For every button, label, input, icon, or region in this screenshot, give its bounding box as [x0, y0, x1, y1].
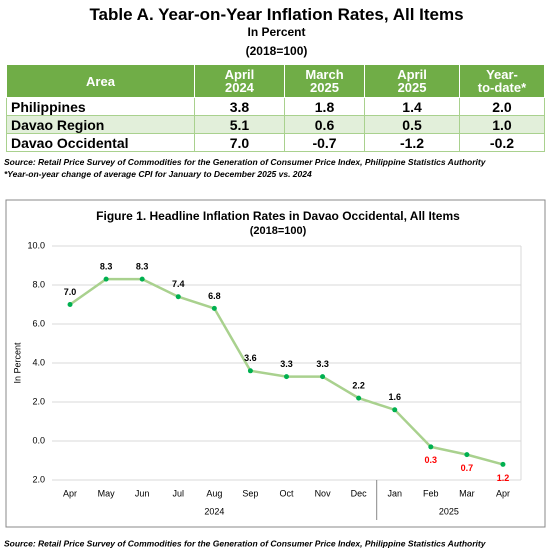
marker: [320, 374, 326, 380]
y-tick-label: 10.0: [27, 240, 45, 250]
table-cell: Davao Region: [6, 115, 195, 134]
marker: [211, 305, 217, 311]
marker: [500, 461, 506, 467]
marker: [356, 395, 362, 401]
table-cell: 1.0: [458, 115, 546, 134]
table-cell: Philippines: [6, 97, 195, 116]
marker: [247, 368, 253, 374]
data-label: 3.3: [280, 359, 293, 369]
table-cell: 1.8: [283, 97, 366, 116]
table-cell: 5.1: [194, 115, 285, 134]
chart-frame: [5, 199, 546, 528]
x-tick-label: Jun: [135, 488, 150, 498]
marker: [139, 276, 145, 282]
column-header: March 2025: [283, 64, 366, 98]
data-label: 8.3: [100, 262, 113, 272]
x-tick-label: Jan: [387, 488, 402, 498]
x-tick-label: May: [98, 488, 116, 498]
x-tick-label: Sep: [242, 488, 258, 498]
table-row: Davao Region 5.1 0.6 0.5 1.0: [6, 115, 546, 134]
table-cell: 0.5: [364, 115, 460, 134]
table-cell: -1.2: [364, 133, 460, 152]
x-tick-label: Oct: [279, 488, 294, 498]
header-row: Area April 2024 March 2025 April 2025 Year- …: [6, 64, 546, 98]
inflation-table: Area April 2024 March 2025 April 2025 Year- …: [6, 64, 546, 152]
marker: [103, 276, 109, 282]
table-cell: 2.0: [458, 97, 546, 116]
y-tick-label: 4.0: [32, 357, 45, 367]
chart-source: Source: Retail Price Survey of Commoditi…: [4, 538, 487, 548]
table-unit: In Percent: [247, 25, 306, 39]
x-tick-label: Mar: [459, 488, 475, 498]
y-tick-label: 2.0: [32, 396, 45, 406]
data-label: 3.6: [244, 353, 257, 363]
data-label: 0.7: [461, 463, 474, 473]
table-cell: 1.4: [364, 97, 460, 116]
marker: [428, 444, 434, 450]
table-title: Table A. Year-on-Year Inflation Rates, A…: [89, 5, 464, 24]
chart: Figure 1. Headline Inflation Rates in Da…: [4, 199, 546, 548]
marker: [464, 452, 470, 458]
y-tick-label: 0.0: [32, 435, 45, 445]
line: [69, 277, 504, 466]
marker: [392, 407, 398, 413]
y-tick-label: 8.0: [32, 279, 45, 289]
chart-title: Figure 1. Headline Inflation Rates in Da…: [96, 209, 460, 223]
data-label: 6.8: [208, 291, 221, 301]
x-tick-label: Apr: [496, 488, 510, 498]
data-label: 8.3: [136, 262, 149, 272]
table-cell: 3.8: [194, 97, 285, 116]
data-label: 2.2: [352, 380, 365, 390]
chart-subtitle: (2018=100): [250, 225, 307, 237]
table-cell: -0.2: [458, 133, 546, 152]
x-tick-label: Nov: [315, 488, 332, 498]
table-cell: 7.0: [194, 133, 285, 152]
table-row: Davao Occidental 7.0 -0.7 -1.2 -0.2: [6, 133, 546, 152]
marker: [175, 294, 181, 300]
x-tick-label: Aug: [206, 488, 222, 498]
footnote: *Year-on-year change of average CPI for …: [4, 169, 312, 179]
x-tick-label: Jul: [173, 488, 185, 498]
data-label: 1.2: [497, 473, 510, 483]
table-cell: Davao Occidental: [6, 133, 195, 152]
data-label: 0.3: [425, 455, 438, 465]
x-tick-label: Dec: [351, 488, 368, 498]
table-row: Philippines 3.8 1.8 1.4 2.0: [6, 97, 546, 116]
data-label: 3.3: [316, 359, 329, 369]
source-note: Source: Retail Price Survey of Commoditi…: [4, 157, 486, 167]
data-label: 1.6: [388, 392, 401, 402]
group-label: 2025: [439, 506, 459, 516]
marker: [284, 374, 289, 380]
x-tick-label: Apr: [63, 488, 77, 498]
marker: [67, 302, 73, 307]
table-cell: 0.6: [283, 115, 366, 134]
group-label: 2024: [204, 506, 224, 516]
y-tick-label: 2.0: [32, 474, 45, 484]
column-header: April 2024: [194, 64, 285, 98]
data-label: 7.0: [64, 287, 77, 297]
y-tick-label: 6.0: [32, 318, 45, 328]
data-label: 7.4: [172, 279, 185, 289]
y-axis-label: In Percent: [12, 342, 22, 384]
column-header: Year- to-date*: [458, 64, 546, 98]
table-base: (2018=100): [245, 44, 308, 58]
column-header: April 2025: [364, 64, 460, 98]
x-tick-label: Feb: [423, 488, 439, 498]
table-cell: -0.7: [283, 133, 366, 152]
column-header: Area: [6, 64, 195, 98]
